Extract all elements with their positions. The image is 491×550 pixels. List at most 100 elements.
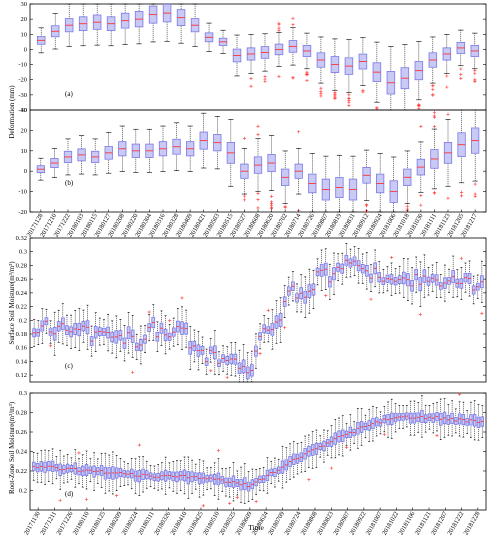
box-plot [213, 116, 222, 170]
box-plot [196, 330, 201, 371]
box-plot [186, 125, 195, 172]
box-plot [54, 456, 59, 480]
box-plot [281, 150, 290, 210]
box-plot [457, 109, 466, 198]
outlier-marker [291, 76, 295, 80]
box-plot [152, 465, 157, 489]
box-plot [118, 458, 123, 487]
box-plot [369, 264, 373, 301]
box-plot [299, 441, 304, 473]
outlier-marker [431, 87, 435, 92]
outlier-marker [405, 204, 409, 208]
box-plot [408, 400, 413, 436]
box-plot [225, 346, 230, 379]
box-plot [148, 3, 158, 43]
box-plot [221, 345, 225, 372]
box-plot [50, 448, 55, 485]
box-plot [410, 267, 414, 305]
box-plot [85, 304, 90, 350]
y-tick-label: 20 [21, 16, 28, 23]
box-plot [456, 29, 466, 81]
box-plot [77, 451, 81, 485]
outlier-marker [225, 375, 229, 379]
box-plot [148, 465, 153, 487]
outlier-marker [263, 75, 267, 79]
outlier-marker [147, 310, 151, 314]
box-plot [269, 460, 273, 484]
y-tick-label: 0.28 [16, 410, 27, 417]
box-plot [204, 22, 214, 52]
y-tick-label: 30 [21, 107, 28, 114]
box-plot [333, 419, 337, 459]
box-plot [167, 462, 172, 489]
box-plot [322, 429, 326, 463]
box-plot [62, 455, 66, 484]
box-plot [126, 463, 130, 486]
outlier-marker [291, 23, 295, 27]
outlier-marker [473, 77, 477, 82]
box-plot [427, 405, 432, 430]
box-plot [435, 401, 439, 438]
box-plot [373, 249, 377, 288]
box-plot [472, 400, 477, 441]
outlier-marker [445, 85, 449, 89]
outlier-marker [473, 194, 477, 198]
box-plot [250, 468, 255, 500]
outlier-marker [364, 203, 369, 207]
box-plot [330, 38, 340, 101]
box-plot [403, 150, 412, 213]
box-plot [352, 246, 357, 276]
box-plot [303, 276, 308, 318]
outlier-marker [256, 133, 260, 137]
y-tick-label: 0.26 [16, 276, 28, 283]
panel-tag: (b) [65, 179, 74, 187]
outlier-marker [431, 92, 435, 97]
box-plot [143, 325, 147, 353]
box-plot [163, 315, 168, 355]
box-plot [89, 325, 94, 357]
box-plot [430, 264, 435, 292]
outlier-marker [324, 294, 328, 298]
box-plot [262, 315, 267, 343]
box-plot [430, 110, 439, 195]
box-plot [99, 452, 104, 488]
box-plot [431, 403, 435, 434]
y-tick-label: 0 [24, 168, 27, 175]
x-tick-label: 20181228 [463, 511, 482, 537]
box-plot [299, 274, 303, 313]
box-plot [104, 132, 113, 174]
panel-b: -20-100102030(b)201711282017121020171222… [18, 107, 487, 239]
box-plot [205, 467, 209, 491]
outlier-marker [432, 115, 437, 119]
box-plot [58, 449, 62, 502]
box-plot [414, 256, 419, 293]
outlier-marker [344, 445, 349, 450]
box-plot [235, 470, 239, 500]
box-plot [158, 125, 168, 172]
box-plot [273, 457, 277, 488]
box-plot [332, 252, 336, 295]
box-plot [134, 3, 144, 45]
box-plot [457, 392, 462, 437]
box-plot [110, 320, 115, 354]
y-tick-label: -30 [18, 92, 27, 99]
outlier-marker [432, 125, 437, 129]
box-plot [240, 136, 249, 202]
outlier-marker [277, 28, 281, 32]
box-plot [467, 260, 472, 297]
box-plot [412, 400, 417, 436]
box-plot [393, 403, 398, 433]
box-plot [200, 336, 205, 364]
y-tick-label: -20 [18, 209, 27, 216]
box-plot [111, 451, 115, 495]
box-plot [36, 27, 46, 54]
box-plot [81, 309, 86, 343]
box-plot [35, 452, 40, 483]
box-plot [295, 283, 299, 313]
box-plot [50, 148, 59, 178]
box-plot [400, 44, 410, 111]
box-plot [233, 341, 238, 377]
box-plot [390, 398, 394, 439]
box-plot [145, 128, 154, 173]
y-axis-label-deformation: Deformation (mm) [8, 85, 16, 139]
